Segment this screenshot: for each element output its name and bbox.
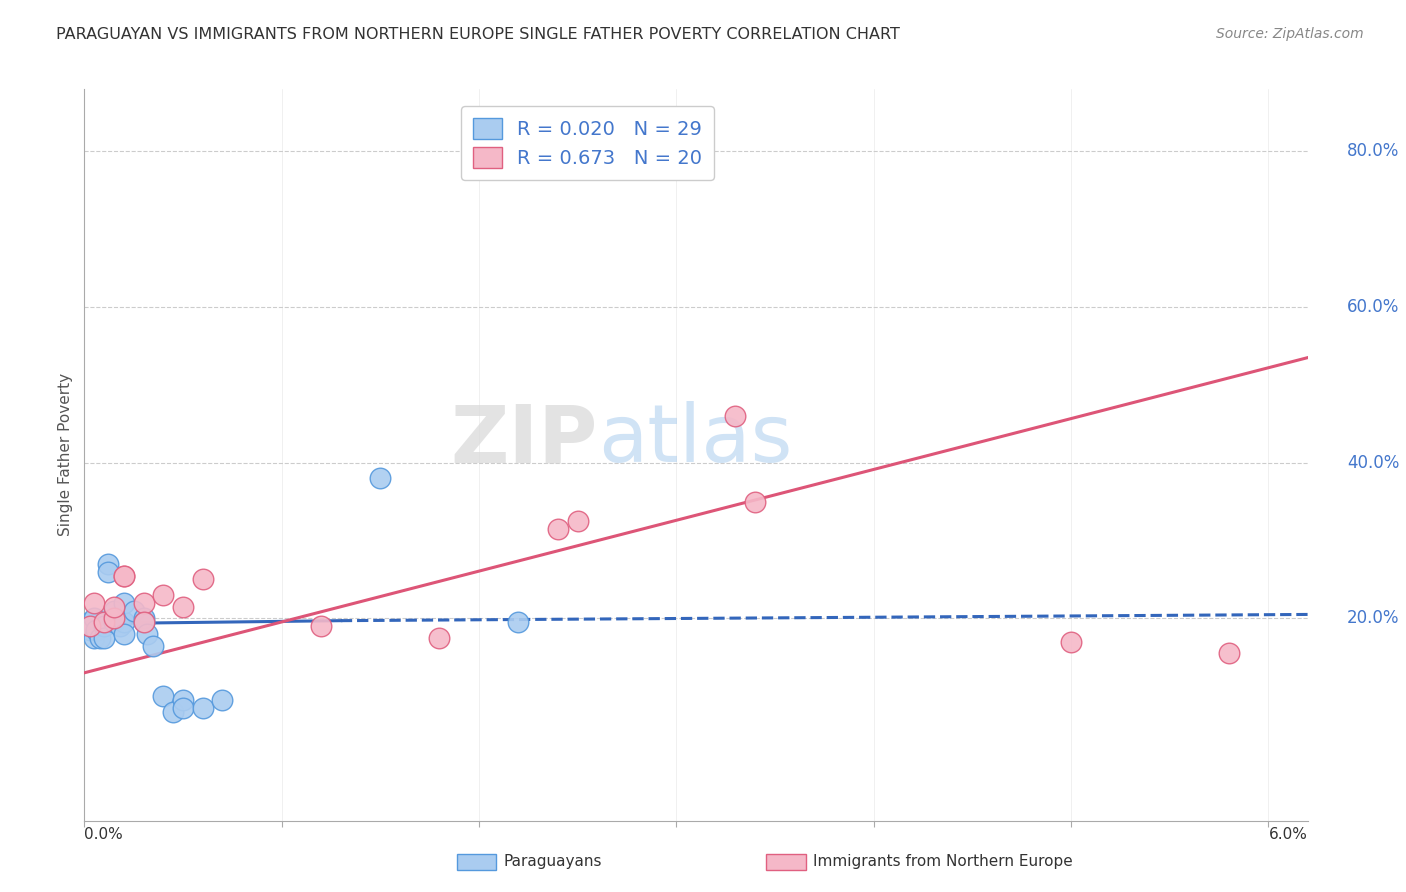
Point bbox=[103, 615, 125, 630]
Point bbox=[112, 568, 135, 582]
Point bbox=[132, 611, 155, 625]
Point bbox=[93, 615, 115, 630]
Text: 60.0%: 60.0% bbox=[1347, 298, 1399, 316]
Point bbox=[744, 494, 766, 508]
Point bbox=[1218, 646, 1240, 660]
Point bbox=[172, 693, 194, 707]
Point bbox=[103, 603, 125, 617]
Point bbox=[547, 522, 569, 536]
Point bbox=[83, 596, 105, 610]
Point bbox=[136, 627, 159, 641]
Point bbox=[172, 599, 194, 614]
Point bbox=[1060, 634, 1083, 648]
Point bbox=[152, 588, 174, 602]
Text: 6.0%: 6.0% bbox=[1268, 827, 1308, 842]
Point bbox=[108, 619, 131, 633]
Point bbox=[93, 619, 115, 633]
Point bbox=[89, 631, 111, 645]
Point bbox=[429, 631, 451, 645]
Point bbox=[112, 615, 135, 630]
Point bbox=[103, 611, 125, 625]
Text: ZIP: ZIP bbox=[451, 401, 598, 479]
Point bbox=[162, 705, 184, 719]
Point bbox=[103, 599, 125, 614]
Point bbox=[191, 701, 214, 715]
Point bbox=[132, 596, 155, 610]
Point bbox=[724, 409, 747, 423]
Point bbox=[211, 693, 233, 707]
Text: atlas: atlas bbox=[598, 401, 793, 479]
Point bbox=[84, 623, 107, 637]
Text: 40.0%: 40.0% bbox=[1347, 454, 1399, 472]
Text: PARAGUAYAN VS IMMIGRANTS FROM NORTHERN EUROPE SINGLE FATHER POVERTY CORRELATION : PARAGUAYAN VS IMMIGRANTS FROM NORTHERN E… bbox=[56, 27, 900, 42]
Point bbox=[79, 623, 101, 637]
Point bbox=[93, 631, 115, 645]
Point bbox=[142, 639, 165, 653]
Point bbox=[132, 615, 155, 630]
Text: Paraguayans: Paraguayans bbox=[503, 855, 602, 869]
Point bbox=[508, 615, 530, 630]
Point bbox=[152, 689, 174, 703]
Legend: R = 0.020   N = 29, R = 0.673   N = 20: R = 0.020 N = 29, R = 0.673 N = 20 bbox=[461, 106, 714, 179]
Text: 0.0%: 0.0% bbox=[84, 827, 124, 842]
Text: Source: ZipAtlas.com: Source: ZipAtlas.com bbox=[1216, 27, 1364, 41]
Point bbox=[112, 596, 135, 610]
Point bbox=[122, 603, 145, 617]
Text: 80.0%: 80.0% bbox=[1347, 143, 1399, 161]
Point bbox=[97, 565, 120, 579]
Point bbox=[83, 611, 105, 625]
Point bbox=[191, 573, 214, 587]
Point bbox=[368, 471, 391, 485]
Point bbox=[79, 619, 101, 633]
Point bbox=[309, 619, 332, 633]
Point bbox=[97, 557, 120, 571]
Point bbox=[112, 627, 135, 641]
Point bbox=[567, 514, 589, 528]
Text: 20.0%: 20.0% bbox=[1347, 609, 1399, 627]
Point bbox=[79, 615, 101, 630]
Text: Immigrants from Northern Europe: Immigrants from Northern Europe bbox=[813, 855, 1073, 869]
Point bbox=[172, 701, 194, 715]
Point bbox=[83, 631, 105, 645]
Point bbox=[132, 615, 155, 630]
Point bbox=[112, 568, 135, 582]
Y-axis label: Single Father Poverty: Single Father Poverty bbox=[58, 374, 73, 536]
